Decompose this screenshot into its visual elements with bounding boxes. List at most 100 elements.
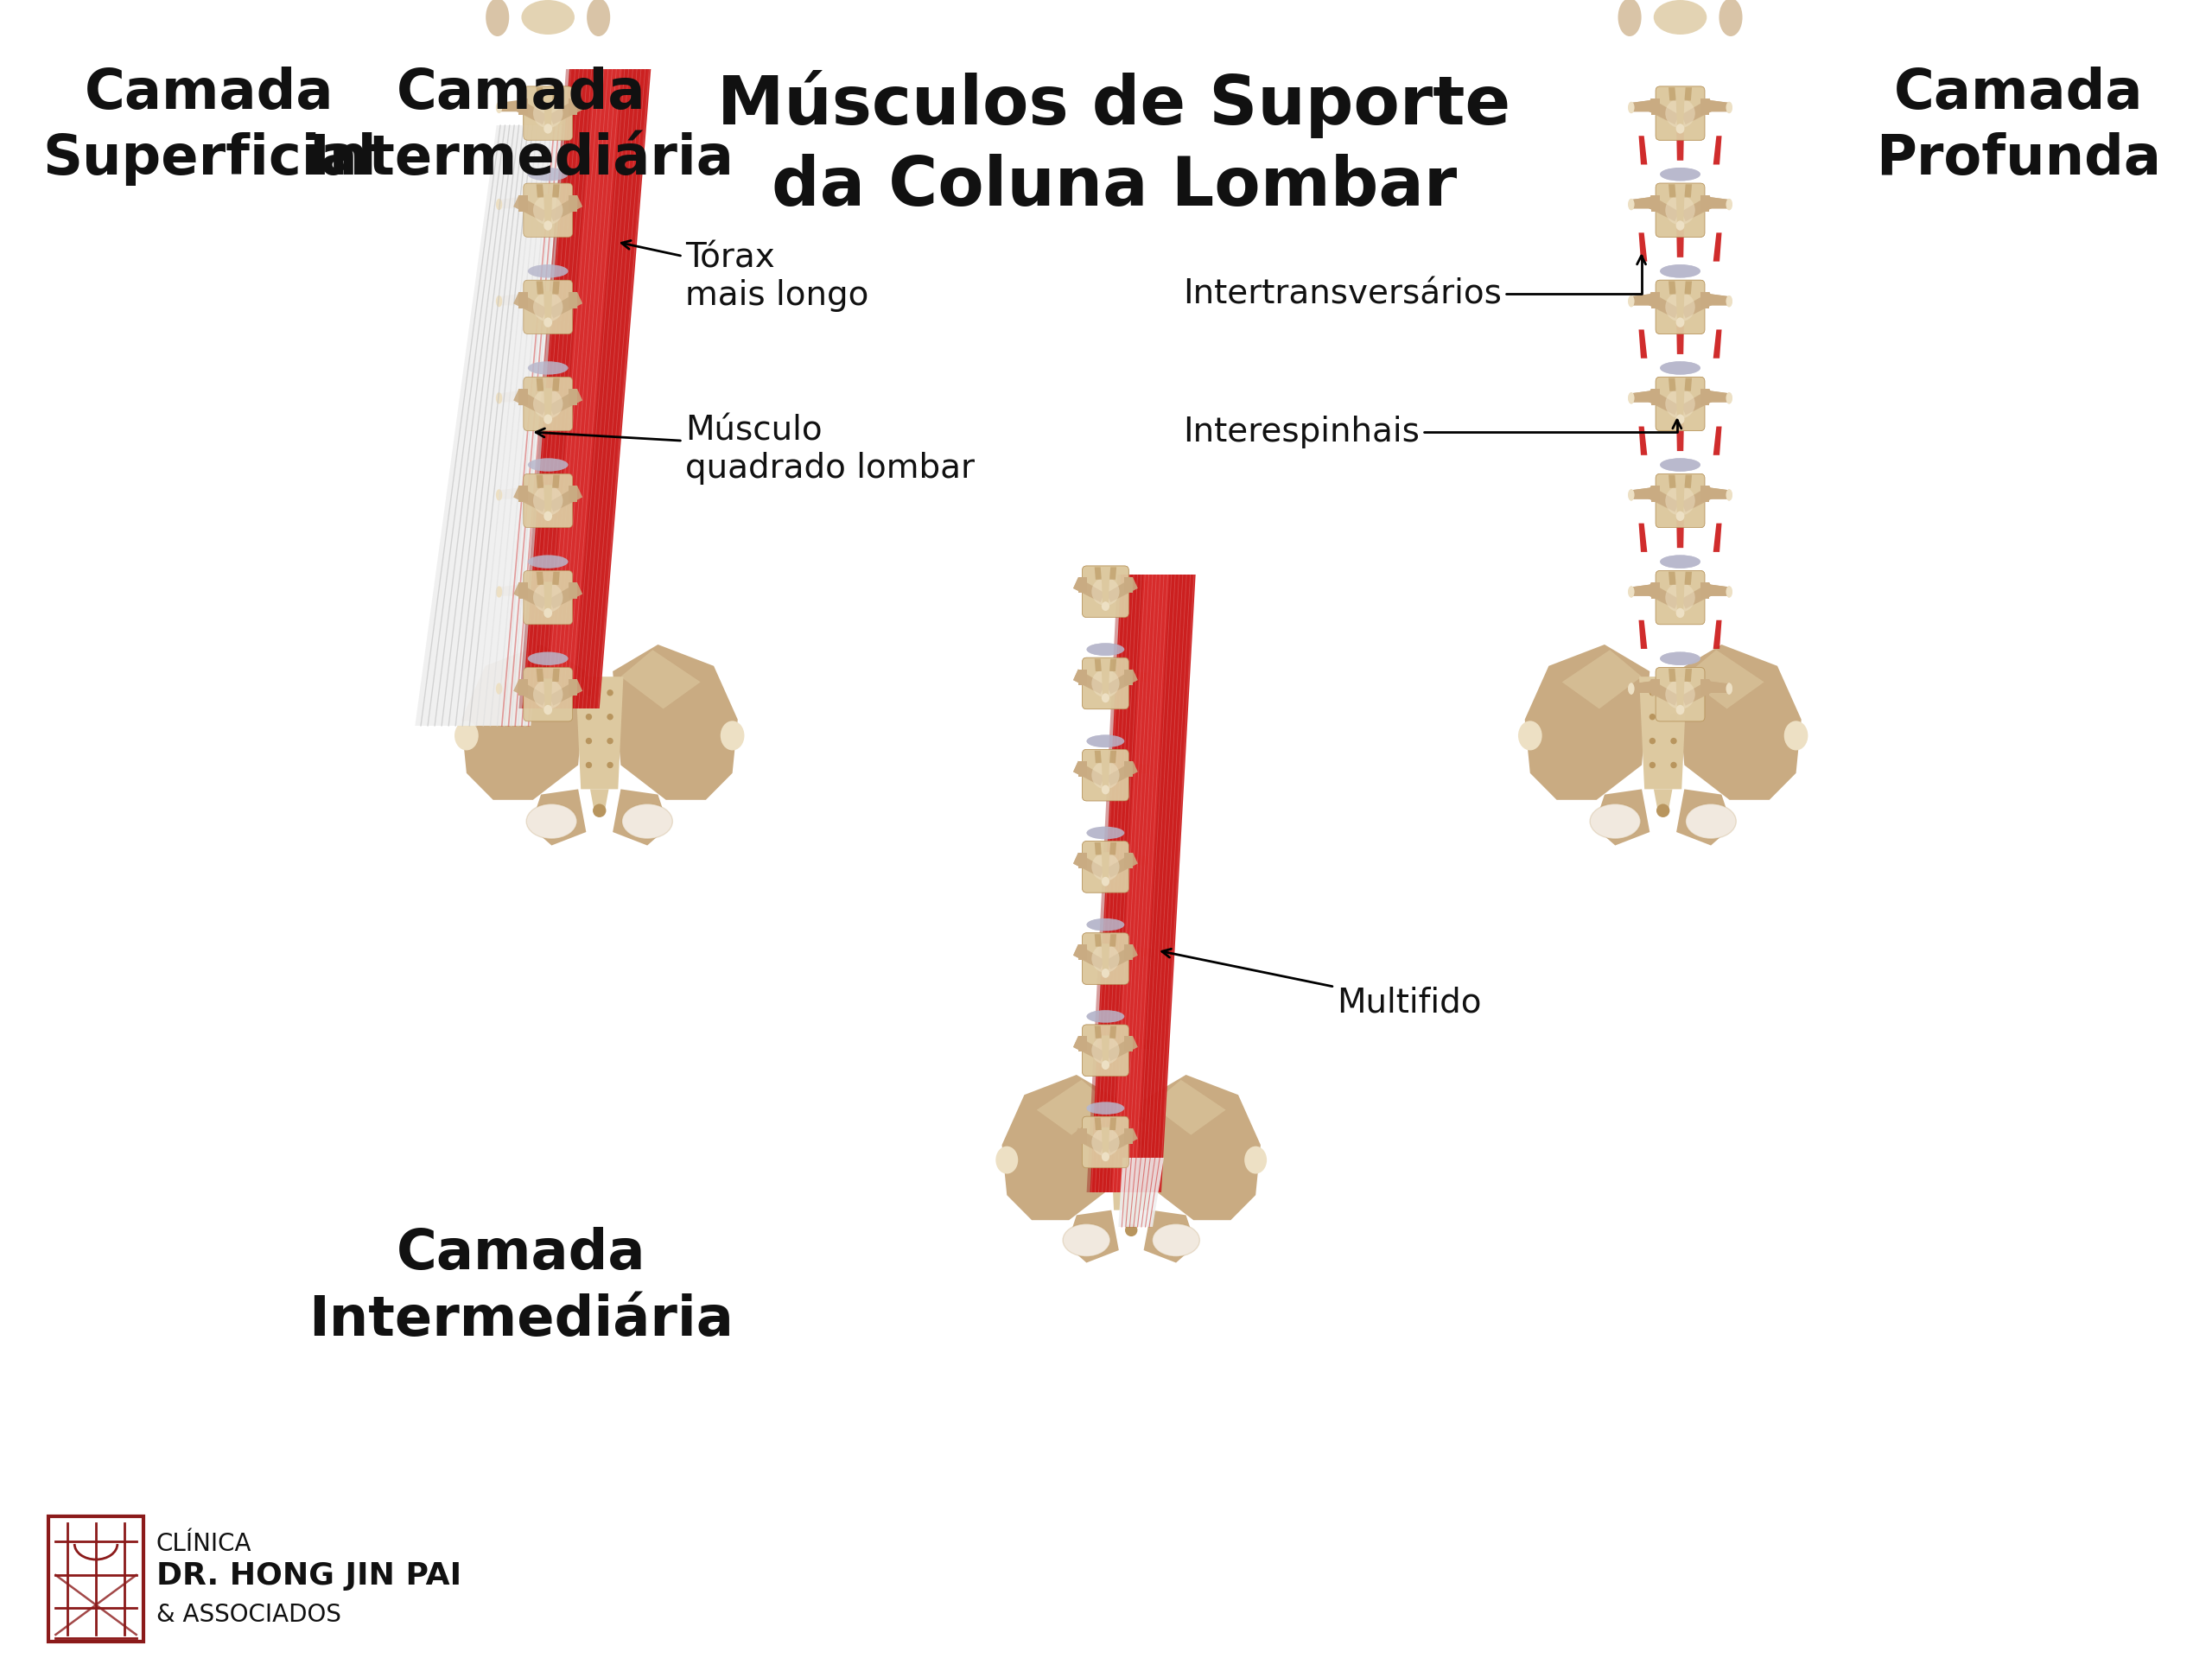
Ellipse shape [533,196,562,225]
Polygon shape [520,70,648,708]
Polygon shape [1650,486,1659,502]
Ellipse shape [1126,1224,1137,1237]
Polygon shape [544,484,553,514]
Polygon shape [1677,484,1686,514]
FancyBboxPatch shape [1657,376,1705,431]
Polygon shape [549,582,582,608]
Polygon shape [520,680,529,696]
Polygon shape [1110,1117,1117,1131]
Ellipse shape [1725,489,1732,501]
Text: & ASSOCIADOS: & ASSOCIADOS [157,1603,341,1626]
Ellipse shape [1628,683,1635,695]
Ellipse shape [1628,393,1635,405]
Ellipse shape [1650,713,1655,720]
Ellipse shape [544,511,553,521]
Polygon shape [1710,293,1728,305]
Polygon shape [1102,852,1110,879]
FancyBboxPatch shape [1082,1116,1128,1167]
Polygon shape [531,789,586,846]
Polygon shape [1650,390,1659,405]
Polygon shape [1095,658,1102,671]
FancyBboxPatch shape [524,280,573,333]
Polygon shape [1632,487,1650,499]
Polygon shape [1124,852,1133,869]
Text: Tórax
mais longo: Tórax mais longo [622,240,869,312]
Ellipse shape [1139,1117,1144,1122]
Polygon shape [1677,98,1686,126]
Polygon shape [535,184,544,197]
FancyBboxPatch shape [1657,376,1705,431]
Ellipse shape [1677,124,1686,134]
Ellipse shape [522,0,575,35]
Ellipse shape [1666,582,1694,612]
Ellipse shape [1725,199,1732,211]
Text: CLÍNICA: CLÍNICA [157,1532,252,1557]
Ellipse shape [593,804,606,817]
Polygon shape [535,88,544,101]
Polygon shape [624,711,657,764]
Polygon shape [1077,945,1086,960]
Polygon shape [1646,292,1679,318]
Polygon shape [1106,1036,1137,1061]
Polygon shape [1106,852,1137,877]
Polygon shape [1639,232,1648,262]
Polygon shape [1102,943,1110,972]
Ellipse shape [1062,1224,1110,1257]
Polygon shape [1102,1127,1110,1154]
Polygon shape [1681,390,1714,414]
Ellipse shape [1148,764,1155,776]
Polygon shape [568,196,577,212]
FancyBboxPatch shape [1657,668,1705,721]
Polygon shape [1710,584,1728,595]
Polygon shape [1686,378,1692,391]
Polygon shape [500,293,520,305]
Ellipse shape [1086,1010,1124,1023]
Ellipse shape [1152,1224,1199,1257]
Ellipse shape [1670,761,1677,768]
FancyBboxPatch shape [1657,474,1705,527]
Ellipse shape [1091,1127,1119,1156]
Ellipse shape [1086,1103,1124,1114]
Polygon shape [1668,282,1677,293]
Ellipse shape [1590,804,1641,839]
Polygon shape [553,184,560,197]
FancyBboxPatch shape [1657,184,1705,237]
Polygon shape [1133,1038,1150,1050]
Polygon shape [1073,761,1104,786]
Polygon shape [1712,136,1721,164]
Polygon shape [1077,1036,1086,1051]
Polygon shape [1095,1117,1102,1131]
Ellipse shape [1725,295,1732,307]
Polygon shape [1095,933,1102,947]
Ellipse shape [1102,693,1110,703]
Polygon shape [1710,487,1728,499]
Polygon shape [1124,1127,1133,1144]
Polygon shape [1710,391,1728,403]
Ellipse shape [487,0,509,36]
Polygon shape [1686,474,1692,487]
Ellipse shape [1670,738,1677,744]
Polygon shape [1095,842,1102,856]
Polygon shape [1650,680,1659,696]
Polygon shape [1110,658,1117,671]
Polygon shape [549,486,582,512]
FancyBboxPatch shape [524,570,573,625]
Polygon shape [544,484,553,514]
Ellipse shape [544,317,553,327]
Ellipse shape [1666,390,1694,418]
Polygon shape [568,98,577,114]
Polygon shape [568,390,577,405]
Ellipse shape [1086,919,1124,930]
FancyBboxPatch shape [1082,841,1128,892]
Polygon shape [568,582,577,599]
Ellipse shape [1677,511,1686,521]
Polygon shape [1677,229,1683,257]
Ellipse shape [1091,670,1119,698]
Polygon shape [1677,98,1686,126]
Polygon shape [522,70,650,708]
Ellipse shape [1677,414,1686,424]
Ellipse shape [533,582,562,612]
Polygon shape [544,582,553,610]
Polygon shape [1095,567,1102,580]
Polygon shape [1073,1127,1104,1152]
